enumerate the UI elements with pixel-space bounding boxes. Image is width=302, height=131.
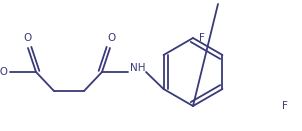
Text: F: F [199, 33, 205, 43]
Text: F: F [282, 101, 288, 111]
Text: O: O [24, 33, 32, 43]
Text: NH: NH [130, 63, 146, 73]
Text: HO: HO [0, 67, 8, 77]
Text: O: O [108, 33, 116, 43]
